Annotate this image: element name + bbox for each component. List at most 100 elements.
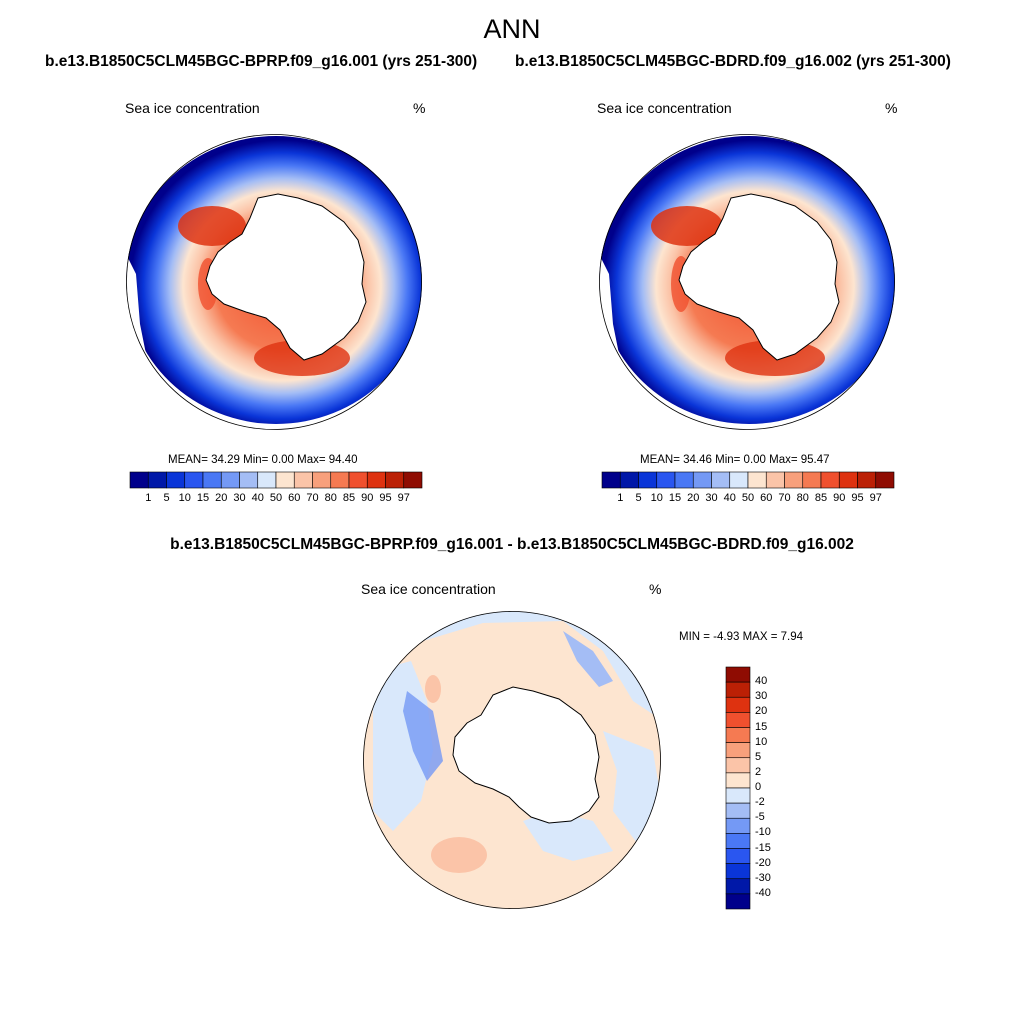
colorbar-tick-label: 5 (635, 492, 642, 504)
colorbar-tick-label: 70 (778, 492, 791, 504)
colorbar-tick-label: 50 (269, 492, 283, 504)
colorbar-swatch (403, 471, 423, 489)
colorbar-swatch (725, 742, 751, 759)
panel2-map (599, 134, 895, 430)
colorbar-swatch (857, 471, 877, 489)
colorbar-swatch (725, 848, 751, 864)
colorbar-tick-label: 50 (741, 492, 755, 504)
colorbar-swatch (725, 666, 751, 683)
colorbar-tick-label: 40 (251, 492, 264, 504)
colorbar-swatch (239, 471, 259, 489)
colorbar-swatch (312, 471, 332, 489)
colorbar-tick-label: -15 (755, 841, 771, 854)
colorbar-swatch (784, 471, 804, 489)
colorbar-swatch (184, 471, 204, 489)
colorbar-tick-label: -2 (755, 796, 765, 809)
colorbar-tick-label: 95 (851, 492, 864, 504)
colorbar-swatch (802, 471, 822, 489)
colorbar-tick-label: 40 (755, 675, 768, 688)
colorbar-tick-label: -20 (755, 856, 771, 869)
colorbar-tick-label: -40 (755, 886, 771, 899)
colorbar-swatch (725, 863, 751, 880)
panel1-stats: MEAN= 34.29 Min= 0.00 Max= 94.40 (168, 454, 358, 466)
colorbar-swatch (220, 471, 240, 489)
difference-stats: MIN = -4.93 MAX = 7.94 (679, 631, 804, 643)
colorbar-tick-label: 10 (650, 492, 663, 504)
colorbar-swatch (875, 471, 895, 489)
colorbar-swatch (725, 727, 751, 743)
colorbar-tick-label: 5 (163, 492, 170, 504)
difference-map (363, 611, 661, 909)
case2-title: b.e13.B1850C5CLM45BGC-BDRD.f09_g16.002 (… (515, 53, 951, 70)
colorbar-swatch (275, 471, 295, 489)
case1-title: b.e13.B1850C5CLM45BGC-BPRP.f09_g16.001 (… (45, 53, 478, 70)
colorbar-swatch (293, 471, 313, 489)
panel1-variable-label: Sea ice concentration (125, 100, 260, 116)
colorbar-tick-label: 60 (760, 492, 773, 504)
difference-colorbar (725, 666, 751, 910)
colorbar-swatch (725, 802, 751, 819)
colorbar-tick-label: 30 (705, 492, 718, 504)
colorbar-swatch (166, 471, 186, 489)
colorbar-tick-label: 60 (288, 492, 301, 504)
colorbar-tick-label: 40 (723, 492, 736, 504)
colorbar-swatch (729, 471, 749, 489)
panel2-stats: MEAN= 34.46 Min= 0.00 Max= 95.47 (640, 454, 830, 466)
colorbar-swatch (711, 471, 731, 489)
colorbar-tick-label: 2 (755, 765, 762, 778)
colorbar-tick-label: 0 (755, 781, 762, 793)
colorbar-tick-label: 97 (397, 492, 410, 504)
colorbar-swatch (725, 696, 751, 713)
panel1-map (126, 134, 422, 430)
colorbar-swatch (366, 471, 386, 489)
colorbar-swatch (838, 471, 858, 489)
colorbar-tick-label: 20 (755, 705, 768, 718)
colorbar-tick-label: 1 (617, 492, 624, 504)
colorbar-tick-label: 15 (755, 720, 768, 733)
colorbar-swatch (129, 471, 149, 489)
panel1-units-label: % (413, 100, 426, 116)
colorbar-tick-label: 90 (833, 492, 846, 504)
colorbar-tick-label: 80 (796, 492, 809, 504)
panel2-colorbar (601, 471, 895, 489)
colorbar-tick-label: 80 (324, 492, 337, 504)
colorbar-tick-label: 1 (145, 492, 152, 504)
colorbar-swatch (725, 817, 751, 834)
colorbar-tick-label: 20 (687, 492, 700, 504)
colorbar-swatch (638, 471, 658, 489)
colorbar-tick-label: 90 (361, 492, 374, 504)
colorbar-tick-label: 97 (869, 492, 882, 504)
colorbar-swatch (725, 878, 751, 895)
colorbar-tick-label: 15 (668, 492, 682, 504)
colorbar-swatch (674, 471, 694, 489)
colorbar-swatch (765, 471, 785, 489)
colorbar-swatch (202, 471, 222, 489)
colorbar-tick-label: 5 (755, 750, 762, 763)
colorbar-tick-label: -10 (755, 826, 771, 839)
colorbar-swatch (820, 471, 840, 489)
colorbar-swatch (257, 471, 277, 489)
colorbar-tick-label: 70 (306, 492, 319, 504)
main-title: ANN (483, 14, 541, 44)
colorbar-tick-label: -30 (755, 871, 771, 884)
colorbar-tick-label: 15 (196, 492, 210, 504)
colorbar-swatch (619, 471, 639, 489)
colorbar-tick-label: 20 (215, 492, 228, 504)
colorbar-swatch (725, 757, 751, 774)
colorbar-swatch (725, 712, 751, 728)
colorbar-swatch (385, 471, 405, 489)
colorbar-swatch (656, 471, 676, 489)
colorbar-swatch (725, 833, 751, 849)
panel2-units-label: % (885, 100, 898, 116)
colorbar-tick-label: 85 (342, 492, 356, 504)
colorbar-tick-label: 85 (814, 492, 828, 504)
colorbar-swatch (330, 471, 350, 489)
colorbar-swatch (725, 787, 751, 804)
difference-units-label: % (649, 581, 662, 597)
colorbar-tick-label: 95 (379, 492, 392, 504)
colorbar-swatch (348, 471, 368, 489)
colorbar-tick-label: 10 (755, 735, 768, 748)
colorbar-swatch (601, 471, 621, 489)
colorbar-swatch (147, 471, 167, 489)
colorbar-swatch (725, 772, 751, 789)
